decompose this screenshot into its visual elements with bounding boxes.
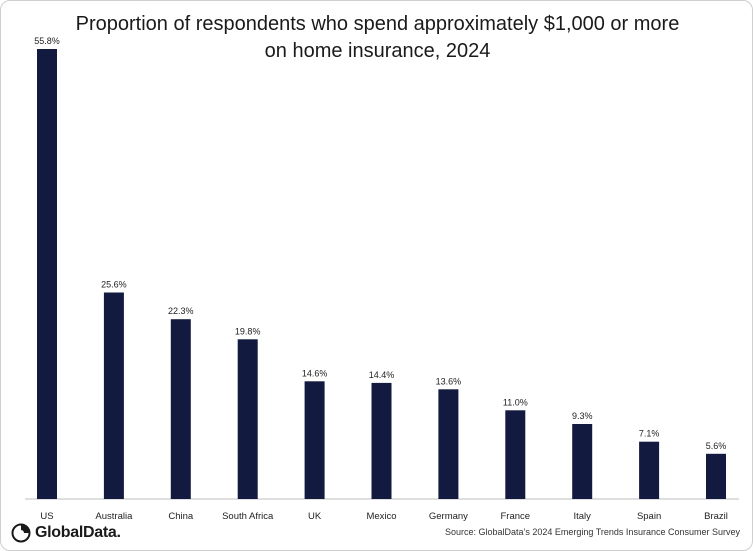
bar-uk [304, 381, 325, 499]
chart-title-line-2: on home insurance, 2024 [264, 40, 491, 62]
category-label: Germany [429, 511, 468, 522]
category-label: Italy [573, 511, 591, 522]
bar-australia [103, 292, 124, 499]
bar-china [170, 319, 191, 499]
category-label: South Africa [222, 511, 274, 522]
globaldata-logo-icon [11, 523, 31, 543]
chart-title-line-1: Proportion of respondents who spend appr… [75, 13, 680, 35]
value-label: 25.6% [101, 280, 127, 290]
category-label: France [501, 511, 531, 522]
bar-spain [639, 441, 660, 499]
bar-france [505, 410, 526, 499]
value-label: 14.4% [369, 370, 395, 380]
value-label: 5.6% [706, 441, 727, 451]
category-label: Brazil [704, 511, 728, 522]
category-label: US [40, 511, 53, 522]
category-label: UK [308, 511, 322, 522]
category-label: Spain [637, 511, 661, 522]
bar-us [37, 49, 57, 499]
bars-group: 55.8% US 25.6% Australia 22.3% China 19.8% Sout… [34, 36, 728, 522]
globaldata-logo: GlobalData. [10, 522, 121, 544]
value-label: 22.3% [168, 306, 194, 316]
value-label: 13.6% [436, 376, 462, 386]
bar-mexico [371, 382, 392, 499]
brand-name: GlobalData. [35, 524, 121, 541]
value-label: 14.6% [302, 368, 328, 378]
value-label: 11.0% [503, 397, 528, 407]
value-label: 7.1% [639, 429, 660, 439]
category-label: Australia [95, 511, 133, 522]
bar-germany [438, 389, 459, 499]
chart-title: Proportion of respondents who spend appr… [1, 11, 752, 65]
value-label: 19.8% [235, 326, 261, 336]
source-note: Source: GlobalData’s 2024 Emerging Trend… [445, 527, 740, 537]
value-label: 9.3% [572, 411, 593, 421]
bar-brazil [706, 453, 726, 499]
category-label: China [168, 511, 194, 522]
category-label: Mexico [366, 511, 396, 522]
bar-italy [572, 424, 593, 499]
bar-south-africa [237, 339, 258, 499]
value-label: 55.8% [34, 36, 60, 46]
